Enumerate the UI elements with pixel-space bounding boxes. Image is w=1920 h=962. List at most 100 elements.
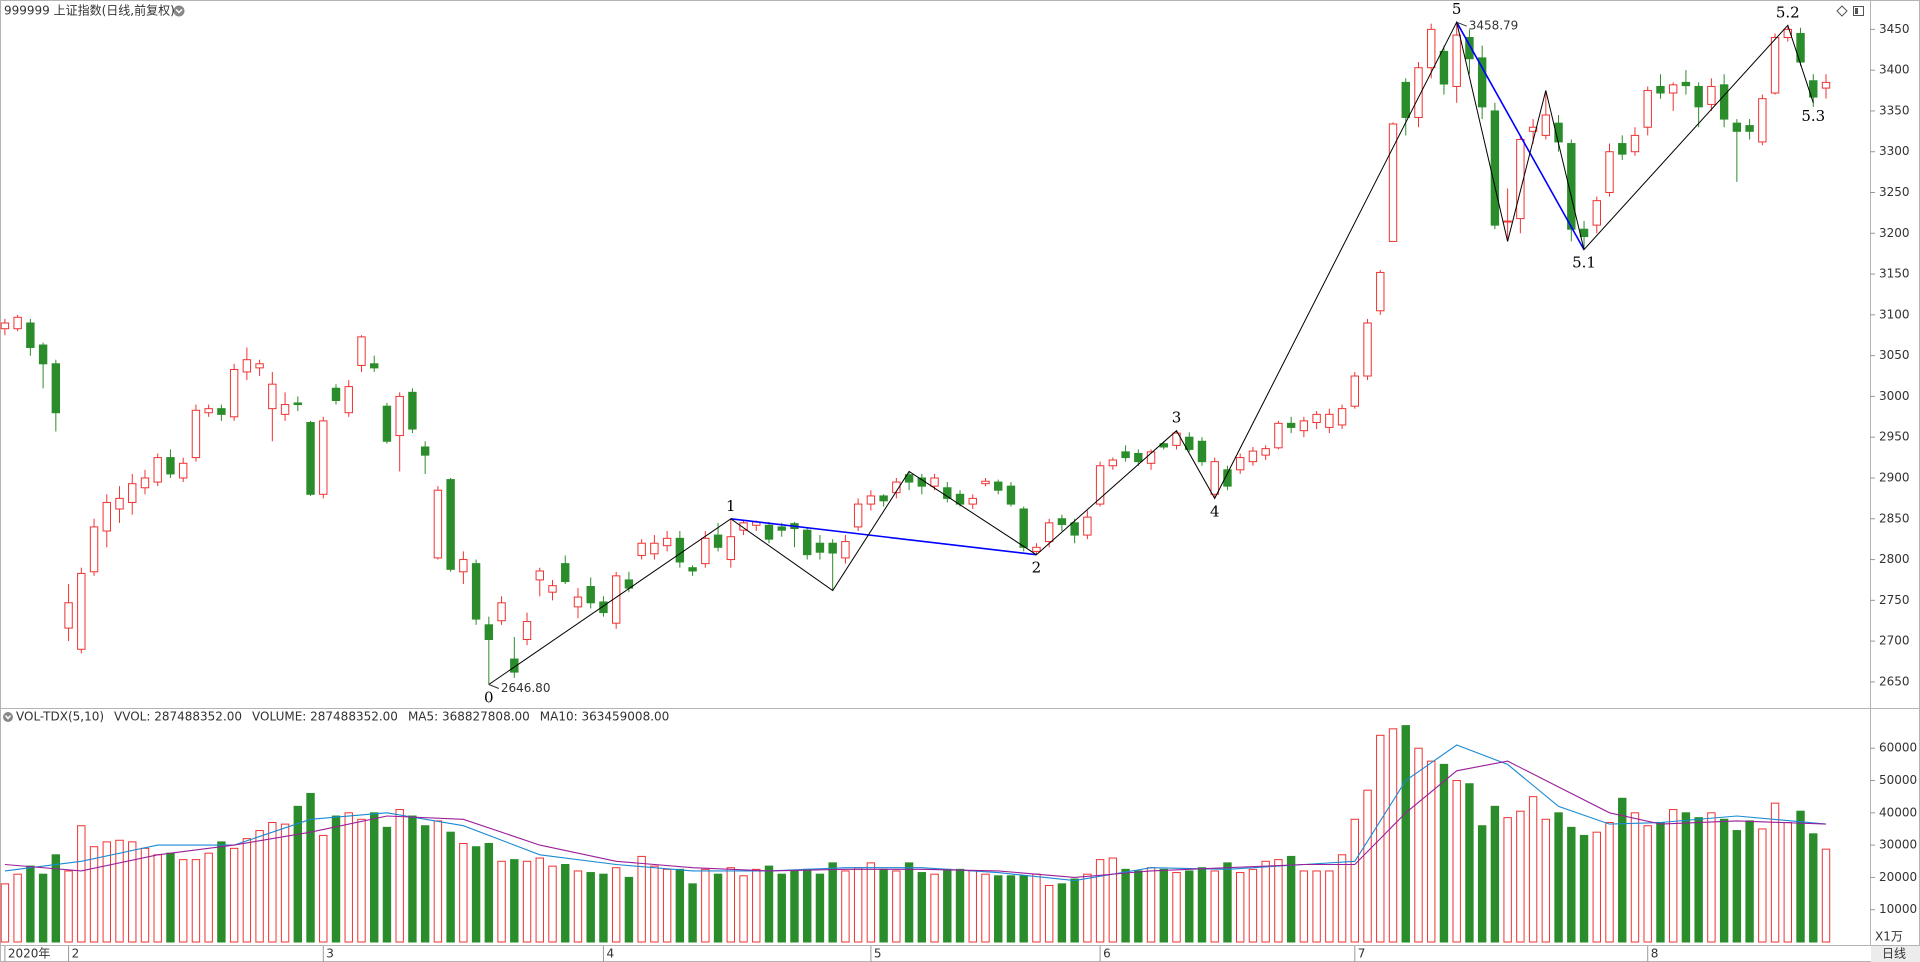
y-tick-label: 2800 bbox=[1879, 552, 1910, 566]
y-tick-label: 30000 bbox=[1879, 838, 1917, 852]
dropdown-circle[interactable] bbox=[3, 712, 13, 722]
volume-bar bbox=[51, 854, 61, 943]
candle-body bbox=[344, 386, 353, 414]
candle-body bbox=[828, 542, 837, 554]
volume-bar bbox=[319, 834, 328, 943]
x-tick-label: 8 bbox=[1651, 947, 1659, 961]
y-tick-label: 60000 bbox=[1879, 741, 1917, 755]
y-tick-label: 3400 bbox=[1879, 63, 1910, 77]
volume-bar bbox=[955, 868, 965, 943]
candle-body bbox=[968, 497, 977, 505]
indicator-name: VOL-TDX(5,10) bbox=[16, 710, 104, 724]
volume-bar bbox=[790, 870, 799, 943]
volume-bar bbox=[1758, 828, 1767, 943]
volume-bar bbox=[128, 841, 137, 943]
volume-bar bbox=[153, 854, 162, 943]
title-icon[interactable] bbox=[173, 5, 185, 17]
candle-body bbox=[1528, 126, 1538, 132]
diamond-icon[interactable] bbox=[1836, 5, 1848, 17]
volume-bar bbox=[535, 857, 544, 943]
candle-body bbox=[1146, 451, 1156, 464]
x-tick-label: 6 bbox=[1103, 947, 1111, 961]
x-tick-label: 3 bbox=[326, 947, 334, 961]
volume-bar bbox=[1299, 870, 1309, 943]
candle-body bbox=[1274, 422, 1283, 449]
dropdown-circle[interactable] bbox=[173, 5, 185, 17]
volume-bar bbox=[892, 870, 901, 943]
candle-body bbox=[1809, 80, 1818, 98]
volume-bar bbox=[1579, 834, 1589, 943]
volume-bar bbox=[229, 847, 239, 943]
period-box bbox=[1871, 946, 1920, 962]
volume-header-icon[interactable] bbox=[3, 712, 13, 722]
annotation-leader bbox=[488, 684, 500, 689]
volume-bar bbox=[1286, 855, 1296, 943]
moving-average-line bbox=[4, 744, 1827, 882]
window-box[interactable] bbox=[1853, 6, 1864, 16]
candle-body bbox=[357, 336, 366, 366]
candle-body bbox=[1694, 85, 1703, 108]
candle-body bbox=[943, 487, 952, 499]
volume-bar bbox=[306, 792, 315, 943]
window-icon[interactable] bbox=[1853, 6, 1864, 16]
candle-body bbox=[1032, 546, 1041, 552]
chart-title: 999999 上证指数(日线,前复权) bbox=[4, 3, 175, 18]
x-tick-label: 4 bbox=[606, 947, 614, 961]
volume-bar bbox=[1503, 817, 1512, 943]
candle-body bbox=[497, 602, 506, 622]
volume-bar bbox=[1210, 870, 1219, 943]
candle-body bbox=[408, 391, 417, 430]
volume-bar bbox=[828, 862, 837, 943]
candle-body bbox=[1312, 413, 1321, 424]
candle-body bbox=[1821, 81, 1831, 89]
volume-bar bbox=[803, 868, 812, 943]
volume-bar bbox=[1006, 875, 1016, 943]
volume-bar bbox=[331, 815, 341, 943]
moving-average-line bbox=[4, 760, 1827, 878]
candle-body bbox=[1732, 122, 1742, 132]
candles bbox=[0, 22, 1831, 685]
candle-body bbox=[102, 501, 111, 532]
volume-bar bbox=[1668, 809, 1678, 943]
y-tick-label: 2850 bbox=[1879, 511, 1910, 525]
candle-body bbox=[1567, 143, 1576, 230]
candle-body bbox=[675, 537, 685, 563]
volume-bar bbox=[1465, 783, 1474, 943]
volume-bar bbox=[1261, 860, 1270, 943]
wave-label: 3 bbox=[1172, 409, 1182, 427]
candle-body bbox=[51, 363, 61, 414]
candle-body bbox=[140, 477, 150, 489]
candle-body bbox=[904, 474, 914, 483]
volume-bar bbox=[1134, 870, 1143, 943]
volume-bar bbox=[866, 862, 876, 943]
volume-bar bbox=[1427, 760, 1436, 943]
candle-body bbox=[1707, 85, 1716, 105]
indicator-readout: MA10: 363459008.00 bbox=[540, 710, 670, 724]
volume-bar bbox=[1350, 818, 1360, 943]
volume-bar bbox=[611, 867, 621, 943]
candle-body bbox=[1427, 28, 1436, 69]
volume-bar bbox=[497, 860, 506, 943]
window-pane bbox=[1855, 8, 1858, 14]
candle-body bbox=[1465, 37, 1474, 60]
trendline bbox=[730, 518, 1037, 556]
volume-bar bbox=[255, 830, 264, 943]
candle-body bbox=[1605, 151, 1614, 193]
volume-bar bbox=[1401, 725, 1410, 943]
volume-bar bbox=[1172, 872, 1181, 943]
volume-bar bbox=[968, 870, 977, 943]
wave-label: 5 bbox=[1452, 0, 1462, 18]
volume-bar bbox=[1121, 868, 1130, 943]
volume-bar bbox=[1057, 883, 1067, 943]
y-tick-label: 10000 bbox=[1879, 902, 1917, 916]
candle-body bbox=[280, 404, 290, 415]
candle-body bbox=[1070, 522, 1079, 536]
volume-bar bbox=[1477, 825, 1487, 943]
volume-bar bbox=[510, 859, 519, 943]
candle-body bbox=[64, 602, 73, 629]
candle-body bbox=[1134, 453, 1143, 463]
volume-bar bbox=[1337, 854, 1347, 943]
volume-bar bbox=[459, 842, 468, 943]
candle-body bbox=[484, 624, 494, 640]
dropdown-arrow bbox=[175, 8, 183, 14]
